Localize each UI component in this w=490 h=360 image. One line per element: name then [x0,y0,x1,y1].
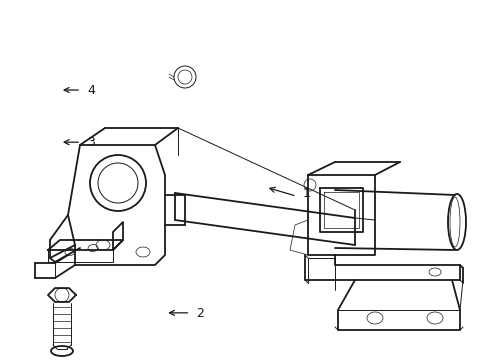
Text: 3: 3 [87,136,95,149]
Text: 4: 4 [87,84,95,96]
Text: 1: 1 [303,187,311,200]
Text: 2: 2 [196,307,204,320]
